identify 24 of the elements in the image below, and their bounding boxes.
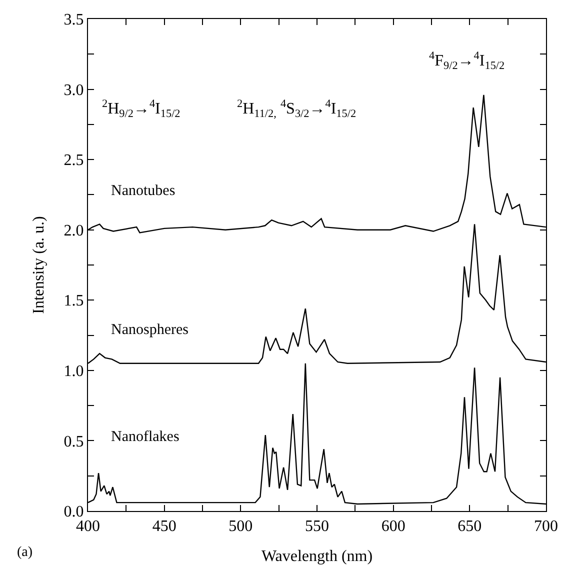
x-tick-label: 500 (228, 518, 253, 536)
x-axis-title: Wavelength (nm) (261, 548, 373, 565)
text: $^{2}$H$_{11/2,}$ $^{4}$S$_{3/2}$→$^{4}$I$_{15/2}$ (237, 98, 356, 120)
y-tick-label: 1.0 (64, 363, 84, 380)
series-label: Nanotubes (111, 183, 176, 199)
y-tick-label: 2.0 (64, 222, 84, 240)
y-tick-label: 0.0 (64, 504, 84, 521)
series-label: Nanospheres (111, 322, 189, 338)
x-tick-label: 400 (76, 518, 100, 536)
y-tick-label: 3.5 (64, 12, 84, 29)
y-tick-label: 3.0 (64, 82, 84, 99)
y-axis-title: Intensity (a. u.) (30, 216, 48, 314)
y-tick-label: 0.5 (64, 433, 84, 450)
x-tick-label: 550 (305, 518, 329, 536)
text: Nanoflakes (111, 429, 180, 445)
x-tick-label: 600 (381, 518, 406, 536)
text: (a) (17, 545, 33, 560)
x-tick-label: 700 (534, 518, 558, 536)
annotation: $^{4}$F$_{9/2}$→$^{4}$I$_{15/2}$ (429, 50, 505, 72)
y-tick-label: 1.5 (64, 292, 84, 310)
x-tick-label: 450 (152, 518, 176, 536)
y-tick-label: 2.5 (64, 152, 84, 170)
x-tick-label: 650 (458, 518, 482, 536)
annotation: $^{2}$H$_{9/2}$→$^{4}$I$_{15/2}$ (102, 98, 180, 120)
